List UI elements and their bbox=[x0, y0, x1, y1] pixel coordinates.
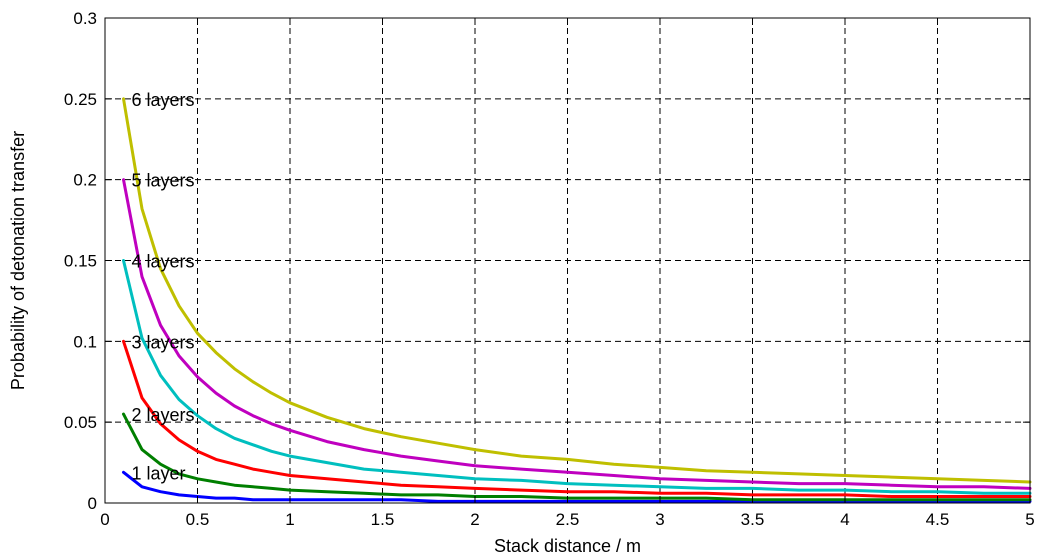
series-line bbox=[122, 259, 1032, 495]
grid bbox=[105, 18, 1030, 503]
x-tick-label: 5 bbox=[1025, 510, 1034, 529]
y-tick-label: 0.1 bbox=[73, 332, 97, 351]
axis-ticks bbox=[104, 17, 1031, 504]
x-tick-label: 2 bbox=[470, 510, 479, 529]
y-tick-label: 0.05 bbox=[64, 413, 97, 432]
x-tick-label: 4 bbox=[840, 510, 849, 529]
x-axis-title: Stack distance / m bbox=[494, 536, 641, 556]
x-tick-label: 2.5 bbox=[556, 510, 580, 529]
y-tick-label: 0 bbox=[88, 494, 97, 513]
y-axis-title: Probability of detonation transfer bbox=[8, 131, 28, 390]
series-label: 3 layers bbox=[132, 332, 195, 352]
x-tick-label: 4.5 bbox=[926, 510, 950, 529]
x-tick-labels: 0 0.5 1 1.5 2 2.5 3 3.5 4 4.5 5 bbox=[100, 510, 1034, 529]
series-label: 2 layers bbox=[132, 405, 195, 425]
y-tick-label: 0.2 bbox=[73, 171, 97, 190]
y-tick-labels: 0 0.05 0.1 0.15 0.2 0.25 0.3 bbox=[64, 9, 97, 513]
series-line bbox=[122, 178, 1032, 490]
y-tick-label: 0.3 bbox=[73, 9, 97, 28]
series-label: 4 layers bbox=[132, 252, 195, 272]
series-line bbox=[122, 412, 1032, 502]
x-tick-label: 3.5 bbox=[741, 510, 765, 529]
series-label: 5 layers bbox=[132, 171, 195, 191]
series-label: 1 layer bbox=[132, 463, 186, 483]
x-tick-label: 0.5 bbox=[186, 510, 210, 529]
series-line bbox=[122, 470, 1032, 503]
series-line bbox=[122, 97, 1032, 484]
x-tick-label: 0 bbox=[100, 510, 109, 529]
series-layer bbox=[122, 97, 1032, 503]
y-tick-label: 0.25 bbox=[64, 90, 97, 109]
series-line bbox=[122, 339, 1032, 498]
y-tick-label: 0.15 bbox=[64, 252, 97, 271]
series-labels: 1 layer 2 layers 3 layers 4 layers 5 layers 6… bbox=[132, 90, 195, 483]
series-label: 6 layers bbox=[132, 90, 195, 110]
x-tick-label: 1 bbox=[285, 510, 294, 529]
x-tick-label: 3 bbox=[655, 510, 664, 529]
x-tick-label: 1.5 bbox=[371, 510, 395, 529]
